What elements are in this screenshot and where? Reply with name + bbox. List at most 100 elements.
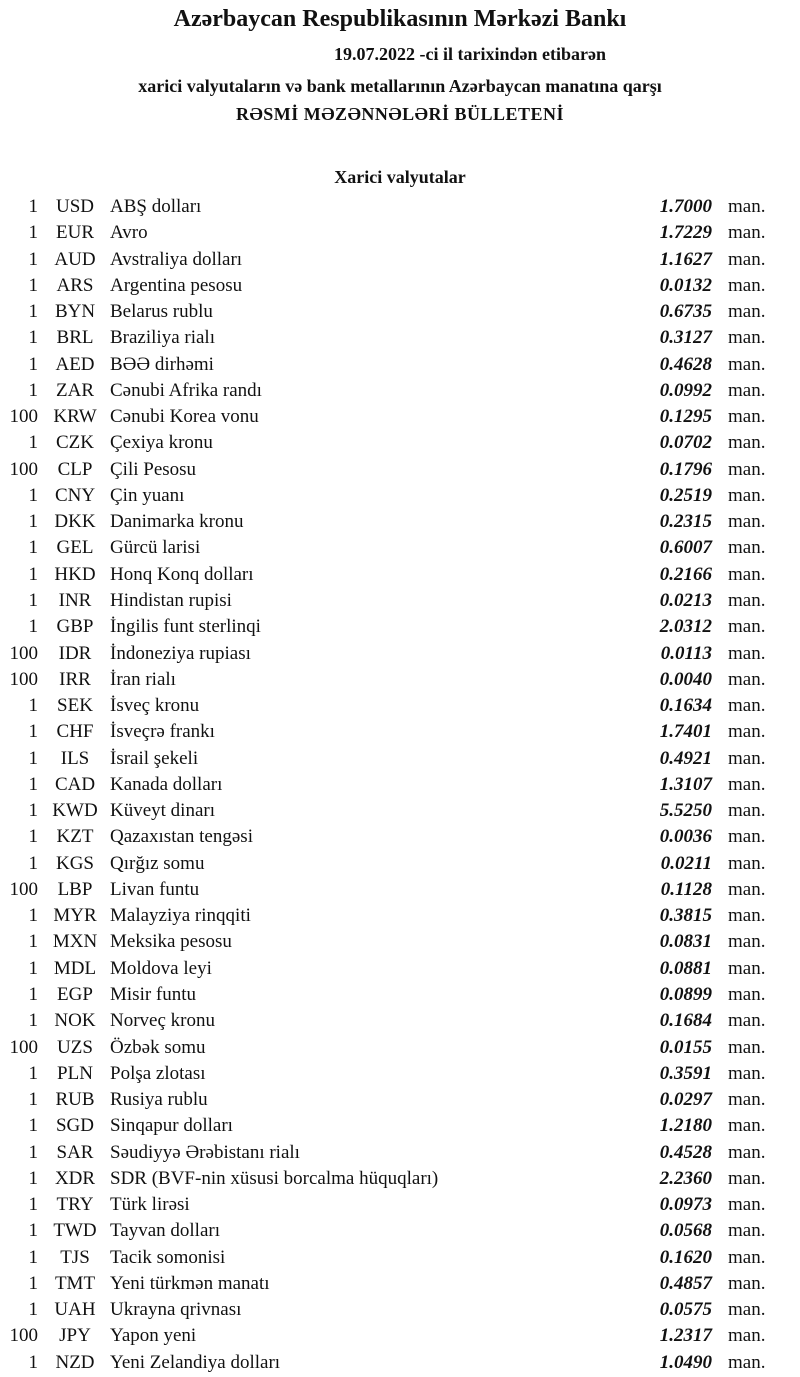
quantity: 1 <box>28 511 39 533</box>
quantity: 1 <box>28 379 39 401</box>
currency-name: Yeni Zelandiya dolları <box>110 1351 281 1373</box>
unit-label: man. <box>728 800 766 822</box>
currency-name: Cənubi Korea vonu <box>110 406 259 428</box>
exchange-rate: 0.0155 <box>659 1036 712 1058</box>
currency-table: 1 USD ABŞ dolları 1.7000 man. 1 EUR Avro 1.7229 m… <box>0 194 800 1376</box>
currency-name: İsrail şekeli <box>110 747 199 769</box>
currency-code: IDR <box>58 642 92 664</box>
quantity: 1 <box>28 1351 39 1373</box>
unit-label: man. <box>728 1272 766 1294</box>
currency-row: 1 EUR Avro 1.7229 man. <box>0 220 800 246</box>
quantity: 1 <box>28 826 39 848</box>
currency-row: 1 SAR Səudiyyə Ərəbistanı rialı 0.4528 man. <box>0 1140 800 1166</box>
currency-name: Avro <box>110 222 148 244</box>
exchange-rate: 0.1295 <box>659 406 712 428</box>
unit-label: man. <box>728 1194 766 1216</box>
quantity: 1 <box>28 905 39 927</box>
quantity: 100 <box>9 406 39 428</box>
unit-label: man. <box>728 1246 766 1268</box>
currency-name: Argentina pesosu <box>110 274 243 296</box>
currency-code: CZK <box>56 432 94 454</box>
currency-row: 1 DKK Danimarka kronu 0.2315 man. <box>0 509 800 535</box>
currency-row: 1 MXN Meksika pesosu 0.0831 man. <box>0 929 800 955</box>
exchange-rate: 0.0575 <box>659 1299 712 1321</box>
exchange-rate: 0.3127 <box>659 327 712 349</box>
currency-code: KWD <box>52 800 98 822</box>
unit-label: man. <box>728 379 766 401</box>
quantity: 1 <box>28 563 39 585</box>
currency-name: Avstraliya dolları <box>110 248 243 270</box>
currency-code: ILS <box>60 747 90 769</box>
currency-code: SAR <box>56 1141 94 1163</box>
currency-code: BYN <box>54 301 96 323</box>
unit-label: man. <box>728 1036 766 1058</box>
currency-name: Qazaxıstan tengəsi <box>110 826 253 848</box>
currency-name: Polşa zlotası <box>110 1062 206 1084</box>
currency-code: RUB <box>55 1089 95 1111</box>
quantity: 1 <box>28 1167 39 1189</box>
currency-name: İsveçrə frankı <box>110 721 215 743</box>
currency-name: Ukrayna qrivnası <box>110 1299 242 1321</box>
exchange-rate: 0.4628 <box>659 353 712 375</box>
currency-row: 1 UAH Ukrayna qrivnası 0.0575 man. <box>0 1297 800 1323</box>
quantity: 1 <box>28 537 39 559</box>
quantity: 1 <box>28 800 39 822</box>
unit-label: man. <box>728 301 766 323</box>
exchange-rate: 1.2180 <box>659 1115 712 1137</box>
quantity: 1 <box>28 1089 39 1111</box>
currency-name: Misir funtu <box>110 983 197 1005</box>
currency-name: Küveyt dinarı <box>110 800 216 822</box>
unit-label: man. <box>728 1220 766 1242</box>
currency-row: 1 EGP Misir funtu 0.0899 man. <box>0 982 800 1008</box>
currency-code: GBP <box>56 616 94 638</box>
quantity: 1 <box>28 484 39 506</box>
exchange-rate: 0.3815 <box>659 905 712 927</box>
exchange-rate: 0.6007 <box>659 537 712 559</box>
exchange-rate: 0.1796 <box>659 458 712 480</box>
currency-code: MXN <box>52 931 98 953</box>
currency-row: 100 LBP Livan funtu 0.1128 man. <box>0 877 800 903</box>
unit-label: man. <box>728 931 766 953</box>
currency-row: 1 BRL Braziliya rialı 0.3127 man. <box>0 325 800 351</box>
exchange-rate: 2.2360 <box>659 1167 712 1189</box>
unit-label: man. <box>728 1325 766 1347</box>
quantity: 1 <box>28 931 39 953</box>
currency-row: 1 KZT Qazaxıstan tengəsi 0.0036 man. <box>0 824 800 850</box>
currency-name: İsveç kronu <box>110 695 200 717</box>
quantity: 1 <box>28 1062 39 1084</box>
unit-label: man. <box>728 406 766 428</box>
currency-name: Belarus rublu <box>110 301 213 323</box>
unit-label: man. <box>728 668 766 690</box>
currency-name: Sinqapur dolları <box>110 1115 233 1137</box>
currency-code: UZS <box>57 1036 93 1058</box>
unit-label: man. <box>728 695 766 717</box>
currency-name: SDR (BVF-nin xüsusi borcalma hüquqları) <box>110 1167 439 1189</box>
currency-name: Meksika pesosu <box>110 931 232 953</box>
quantity: 1 <box>28 589 39 611</box>
exchange-rate: 0.0211 <box>660 852 712 874</box>
currency-name: Yeni türkmən manatı <box>110 1272 270 1294</box>
currency-row: 100 IRR İran rialı 0.0040 man. <box>0 667 800 693</box>
currency-row: 1 SGD Sinqapur dolları 1.2180 man. <box>0 1113 800 1139</box>
unit-label: man. <box>728 642 766 664</box>
unit-label: man. <box>728 983 766 1005</box>
exchange-rate: 0.0702 <box>659 432 712 454</box>
currency-row: 1 ILS İsrail şekeli 0.4921 man. <box>0 746 800 772</box>
currency-row: 1 AUD Avstraliya dolları 1.1627 man. <box>0 247 800 273</box>
unit-label: man. <box>728 511 766 533</box>
exchange-rate: 0.2519 <box>659 484 712 506</box>
currency-code: SEK <box>57 695 93 717</box>
quantity: 1 <box>28 1141 39 1163</box>
exchange-rate: 0.3591 <box>659 1062 712 1084</box>
unit-label: man. <box>728 1010 766 1032</box>
quantity: 1 <box>28 1272 39 1294</box>
currency-row: 1 TJS Tacik somonisi 0.1620 man. <box>0 1245 800 1271</box>
quantity: 1 <box>28 721 39 743</box>
quantity: 100 <box>9 642 39 664</box>
currency-name: Honq Konq dolları <box>110 563 254 585</box>
currency-name: Tacik somonisi <box>110 1246 226 1268</box>
exchange-rate: 5.5250 <box>659 800 712 822</box>
currency-code: KGS <box>55 852 94 874</box>
quantity: 100 <box>9 1036 39 1058</box>
exchange-rate: 0.4528 <box>659 1141 712 1163</box>
